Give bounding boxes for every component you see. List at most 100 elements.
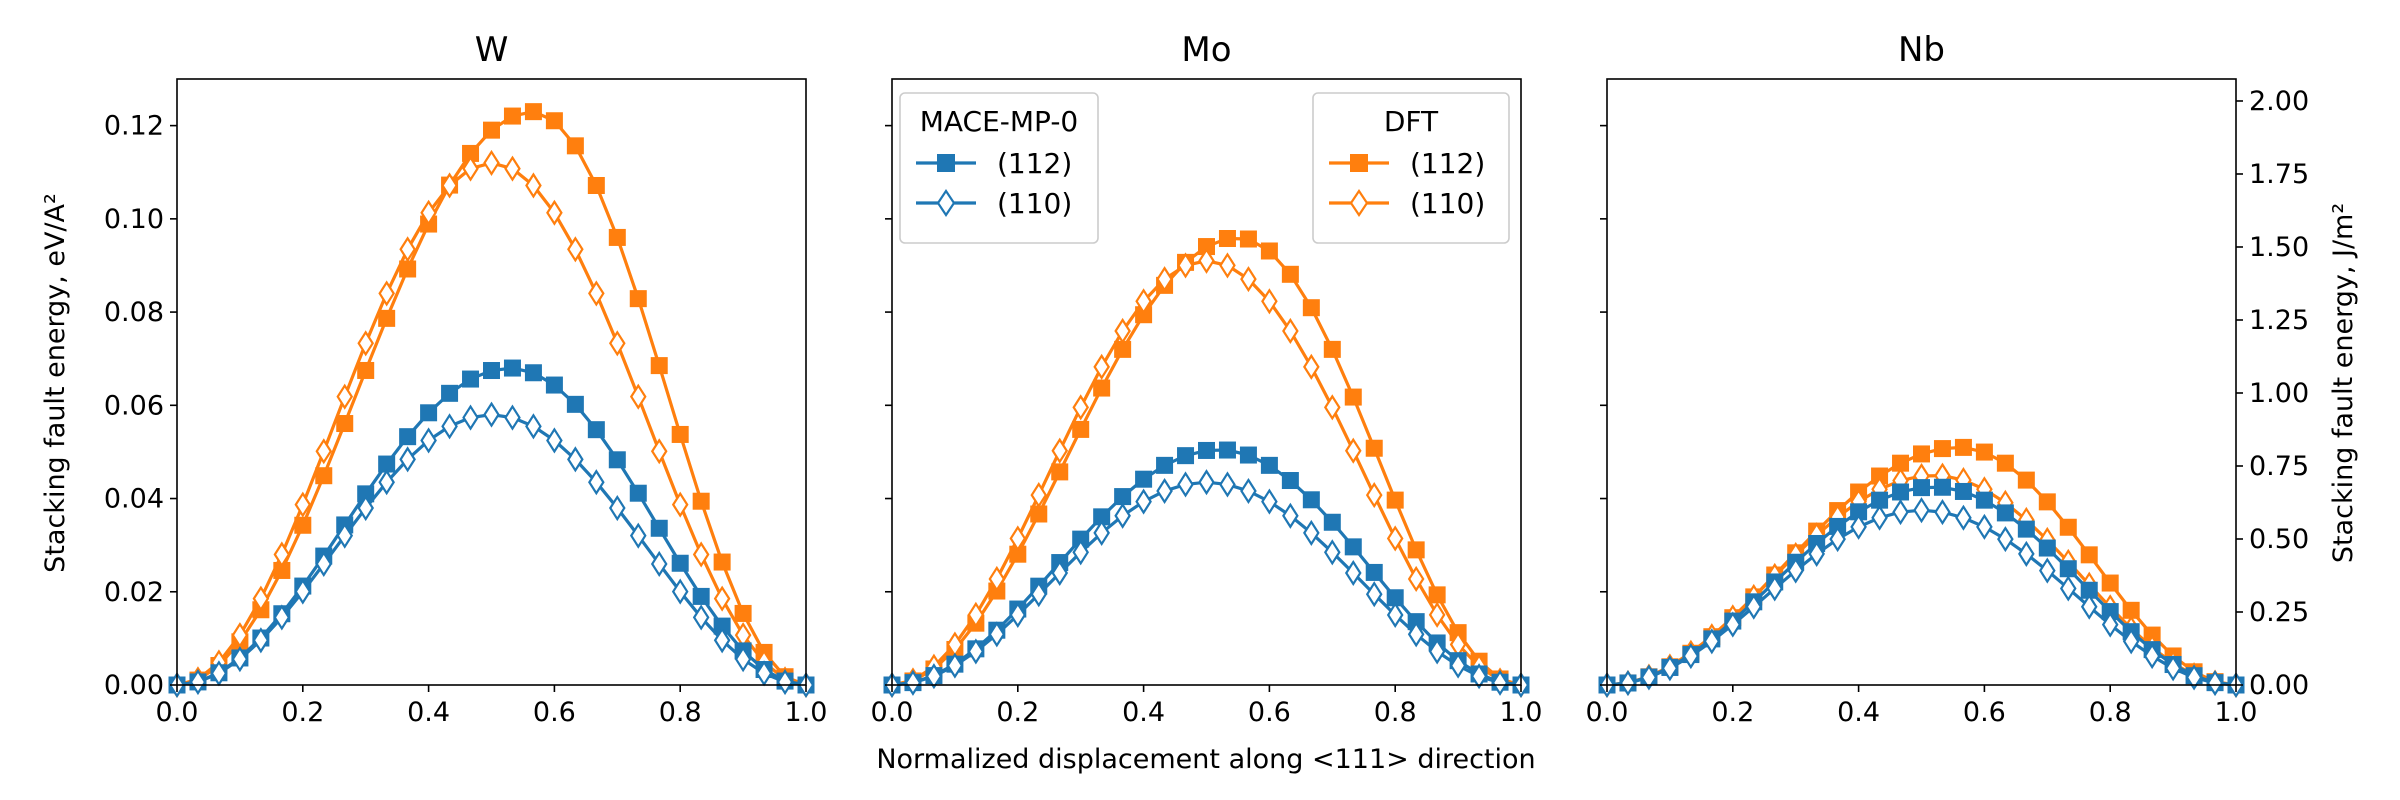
- data-point: [1640, 664, 1658, 691]
- data-point: [441, 384, 459, 402]
- data-point: [1261, 288, 1278, 315]
- data-point: [1051, 437, 1069, 464]
- data-point: [1135, 488, 1152, 515]
- data-point: [357, 361, 375, 379]
- data-point: [2059, 518, 2077, 536]
- data-point: [294, 491, 312, 518]
- data-point: [462, 404, 479, 431]
- data-point: [399, 428, 417, 446]
- data-point: [546, 427, 563, 454]
- series-line: [176, 109, 807, 687]
- data-point: [1261, 488, 1278, 515]
- legend-label: (110): [997, 187, 1072, 220]
- panel-mo: Mo 0.0 0.2 0.4 0.6 0.8 1.0: [871, 30, 1543, 728]
- data-point: [1219, 252, 1236, 279]
- data-point: [1913, 445, 1930, 463]
- data-point: [357, 330, 375, 357]
- data-point: [608, 228, 626, 246]
- data-point: [566, 395, 584, 413]
- data-point: [988, 621, 1006, 648]
- data-point: [2080, 581, 2098, 599]
- x-tick-label: 1.0: [2215, 697, 2258, 728]
- data-point: [315, 438, 333, 465]
- data-point: [1156, 456, 1174, 474]
- data-point: [294, 578, 312, 605]
- data-point: [1009, 601, 1027, 628]
- data-point: [273, 541, 291, 568]
- data-point: [1051, 559, 1069, 587]
- x-tick-label: 0.2: [996, 697, 1039, 728]
- data-point: [608, 330, 626, 357]
- data-point: [588, 469, 605, 496]
- data-point: [734, 604, 752, 622]
- data-point: [483, 121, 500, 139]
- legend-mace: MACE-MP-0 (112) (110): [899, 92, 1099, 244]
- panel-nb: Nb 0.0 0.2 0.4 0.6 0.8 1.00.00 0.25 0.50 0.75 1.00…: [1586, 30, 2310, 728]
- data-point: [2038, 557, 2056, 584]
- data-point: [1766, 575, 1784, 602]
- data-point: [671, 425, 689, 443]
- data-point: [525, 413, 542, 440]
- data-point: [1282, 317, 1299, 345]
- data-point: [420, 427, 437, 454]
- y-axis-label-left: Stacking fault energy, eV/A²: [40, 193, 71, 573]
- data-point: [2018, 540, 2035, 567]
- data-point: [2080, 593, 2098, 620]
- data-point: [1975, 491, 1993, 509]
- data-point: [1724, 611, 1742, 638]
- data-point: [1850, 513, 1867, 540]
- data-point: [483, 362, 500, 380]
- series-mace-mp-0-110: [168, 401, 815, 699]
- series-dft-112: [168, 103, 815, 694]
- data-point: [378, 309, 396, 327]
- data-point: [1386, 525, 1404, 552]
- y-tick-label-right: 0.00: [2249, 670, 2309, 701]
- data-point: [1030, 482, 1048, 509]
- data-point: [462, 155, 479, 182]
- data-point: [734, 646, 752, 673]
- series-mace-mp-0-110: [1598, 497, 2245, 699]
- data-point: [503, 107, 521, 125]
- data-point: [252, 627, 270, 654]
- data-point: [608, 494, 626, 522]
- x-tick-label: 0.4: [1122, 697, 1165, 728]
- data-point: [946, 652, 964, 679]
- legend-title: MACE-MP-0: [920, 105, 1079, 138]
- data-point: [336, 383, 354, 410]
- data-point: [713, 585, 731, 612]
- data-point: [483, 149, 500, 176]
- data-point: [378, 280, 395, 307]
- data-point: [1344, 437, 1362, 464]
- data-point: [1323, 539, 1341, 566]
- data-point: [629, 383, 647, 410]
- y-tick-label: 0.04: [104, 484, 164, 515]
- data-point: [399, 446, 416, 473]
- data-point: [2101, 574, 2119, 592]
- y-tick-label: 0.00: [104, 670, 164, 701]
- data-point: [925, 663, 943, 690]
- data-point: [967, 638, 985, 665]
- data-point: [1955, 504, 1972, 531]
- data-point: [1135, 306, 1153, 324]
- data-point: [1093, 379, 1111, 397]
- data-point: [629, 484, 647, 502]
- data-point: [294, 516, 312, 534]
- data-point: [692, 604, 710, 631]
- x-tick-label: 0.2: [281, 697, 324, 728]
- data-point: [1239, 230, 1257, 248]
- data-point: [1030, 581, 1048, 608]
- data-point: [1198, 441, 1215, 459]
- data-point: [1323, 394, 1341, 421]
- data-point: [713, 617, 731, 635]
- data-point: [2143, 643, 2161, 670]
- y-tick-label-right: 0.25: [2249, 597, 2309, 628]
- data-point: [967, 601, 985, 628]
- data-point: [1281, 472, 1299, 490]
- data-point: [1135, 288, 1152, 315]
- data-point: [1239, 446, 1257, 464]
- data-point: [1072, 539, 1090, 566]
- x-tick-label: 0.8: [659, 697, 702, 728]
- data-point: [1913, 497, 1930, 524]
- data-point: [1407, 565, 1425, 592]
